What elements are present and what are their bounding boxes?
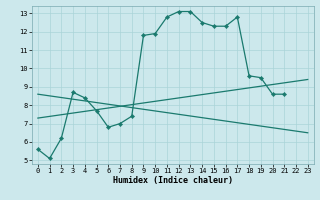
X-axis label: Humidex (Indice chaleur): Humidex (Indice chaleur) — [113, 176, 233, 185]
